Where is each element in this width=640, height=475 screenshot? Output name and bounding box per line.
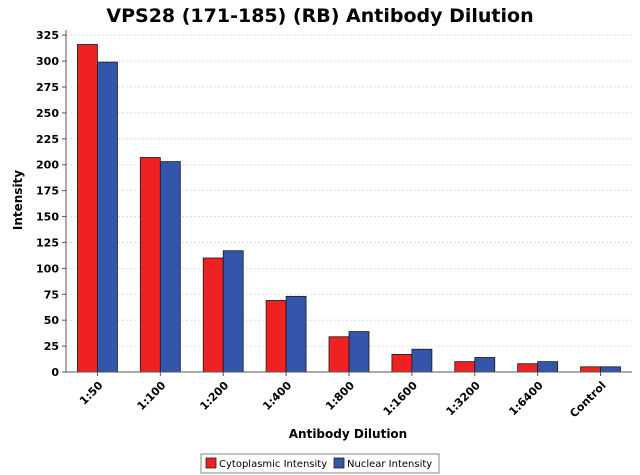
x-tick-label: 1:800 [323, 379, 357, 413]
x-tick-label: Control [567, 379, 608, 420]
bar-nuclear-1 [159, 161, 181, 373]
legend-swatch-nuclear [333, 457, 345, 469]
x-axis-label: Antibody Dilution [289, 427, 407, 441]
x-tick-label: 1:400 [260, 379, 294, 413]
y-tick-label: 300 [36, 55, 59, 68]
legend-frame [200, 453, 440, 474]
bar-cytoplasmic-0 [77, 44, 98, 373]
x-tick-label: 1:100 [135, 379, 169, 413]
y-tick-label: 50 [44, 314, 60, 327]
y-axis-label: Intensity [11, 170, 25, 230]
bar-nuclear-6 [474, 357, 496, 373]
bar-cytoplasmic-2 [202, 257, 224, 373]
y-tick-label: 250 [36, 107, 59, 120]
x-axis-ticks: 1:50 1:100 1:200 1:400 1:800 1:1600 1:3200 1:64… [77, 372, 609, 420]
y-tick-label: 175 [36, 185, 59, 198]
y-tick-label: 225 [36, 133, 59, 146]
bar-nuclear-7 [537, 361, 559, 373]
bar-nuclear-0 [97, 61, 118, 373]
bars [77, 44, 621, 373]
x-tick-label: 1:6400 [506, 379, 546, 419]
y-tick-label: 325 [36, 29, 59, 42]
bar-cytoplasmic-8 [580, 366, 601, 373]
y-tick-label: 25 [44, 340, 59, 353]
legend-swatch-cytoplasmic [205, 457, 217, 469]
y-tick-label: 150 [36, 211, 59, 224]
y-tick-label: 0 [51, 366, 59, 379]
bar-cytoplasmic-7 [517, 363, 539, 373]
y-tick-label: 125 [36, 236, 59, 249]
x-tick-label: 1:3200 [444, 379, 484, 419]
bar-cytoplasmic-3 [265, 300, 287, 373]
bar-nuclear-2 [222, 250, 244, 373]
x-tick-label: 1:50 [77, 379, 106, 408]
bar-nuclear-5 [411, 348, 433, 373]
bar-cytoplasmic-1 [139, 157, 161, 373]
bar-nuclear-4 [348, 331, 370, 373]
bar-nuclear-3 [285, 295, 307, 373]
chart-title: VPS28 (171-185) (RB) Antibody Dilution [106, 5, 533, 27]
x-tick-label: 1:1600 [381, 379, 421, 419]
legend-label-cytoplasmic: Cytoplasmic Intensity [219, 459, 327, 470]
y-tick-label: 100 [36, 262, 59, 275]
legend: Cytoplasmic Intensity Nuclear Intensity [200, 453, 440, 474]
bar-cytoplasmic-6 [454, 361, 476, 373]
legend-label-nuclear: Nuclear Intensity [347, 459, 432, 470]
bar-cytoplasmic-5 [391, 353, 413, 373]
y-tick-label: 200 [36, 159, 59, 172]
bar-cytoplasmic-4 [328, 336, 350, 373]
y-tick-label: 275 [36, 81, 59, 94]
bar-nuclear-8 [600, 366, 621, 373]
x-tick-label: 1:200 [197, 379, 231, 413]
y-axis-ticks: 0 25 50 75 100 125 150 175 200 225 250 275 300 325 [36, 29, 66, 379]
y-tick-label: 75 [44, 288, 59, 301]
